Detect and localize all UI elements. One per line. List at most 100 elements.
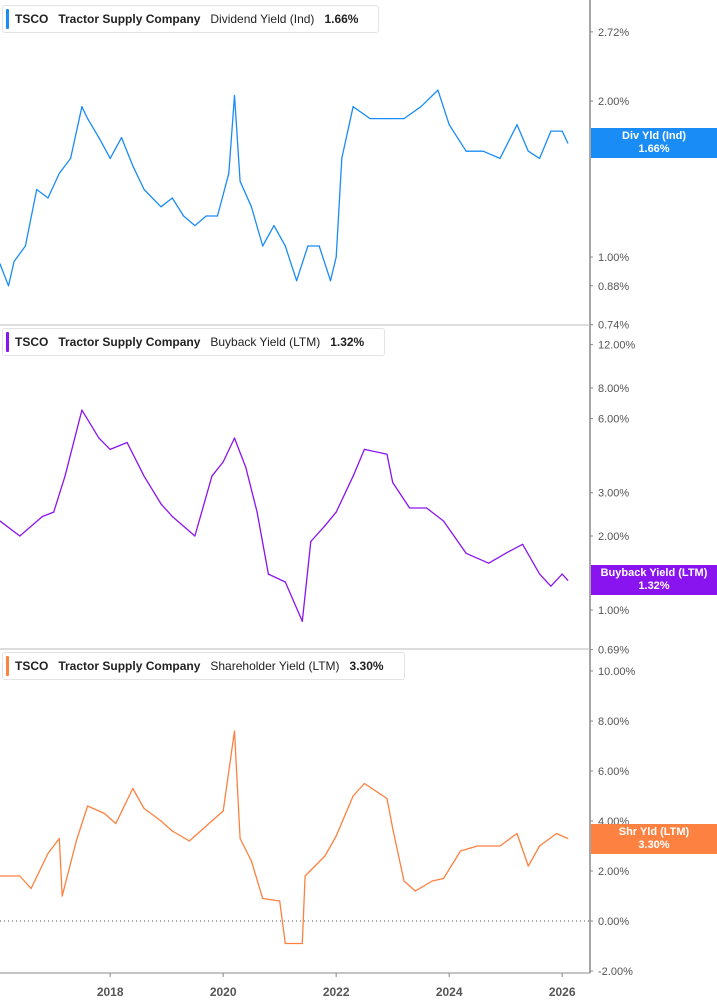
data-point xyxy=(352,475,354,477)
data-point xyxy=(171,830,173,832)
tag-value: 3.30% xyxy=(638,839,670,851)
x-tick-label: 2020 xyxy=(210,985,237,999)
data-point xyxy=(47,197,49,199)
data-point xyxy=(211,475,213,477)
data-point xyxy=(222,461,224,463)
data-point xyxy=(47,852,49,855)
series-line-3 xyxy=(0,730,569,945)
data-point xyxy=(160,503,162,505)
data-point xyxy=(425,507,428,509)
tag-value: 1.66% xyxy=(638,143,670,155)
data-point xyxy=(476,845,479,847)
legend-buyback-yield: TSCO Tractor Supply Company Buyback Yiel… xyxy=(2,328,386,356)
data-point xyxy=(75,840,77,842)
data-point xyxy=(13,260,15,263)
tag-label: Shr Yld (LTM) xyxy=(618,826,690,838)
data-point xyxy=(550,585,552,587)
data-point xyxy=(284,942,286,945)
x-tick-label: 2026 xyxy=(549,985,576,999)
legend-ticker: TSCO xyxy=(15,12,49,26)
data-point xyxy=(188,840,190,842)
data-point xyxy=(143,807,145,810)
y-tick-label: 12.00% xyxy=(598,340,636,352)
y-tick-label: 1.00% xyxy=(598,252,629,264)
data-point xyxy=(53,511,55,513)
data-point xyxy=(109,448,111,450)
series-color-marker xyxy=(6,332,9,352)
data-point xyxy=(143,188,145,191)
data-point xyxy=(527,865,529,867)
legend-metric: Dividend Yield (Ind) xyxy=(210,12,315,26)
data-point xyxy=(409,507,411,509)
data-point xyxy=(369,117,371,120)
y-tick-label: 10.00% xyxy=(598,666,636,678)
data-point xyxy=(132,165,134,167)
legend-metric: Buyback Yield (LTM) xyxy=(210,335,321,349)
data-point xyxy=(335,256,337,258)
data-point xyxy=(363,448,366,450)
data-point xyxy=(561,573,563,575)
data-point xyxy=(561,130,563,132)
data-point xyxy=(465,552,467,554)
data-point xyxy=(250,860,253,862)
data-point xyxy=(522,543,524,545)
data-point xyxy=(567,579,569,581)
data-point xyxy=(318,245,320,247)
data-point xyxy=(143,475,145,477)
data-point xyxy=(171,197,173,199)
data-point xyxy=(267,573,269,575)
data-point xyxy=(98,437,100,439)
data-point xyxy=(310,540,312,543)
data-point xyxy=(488,562,490,564)
data-point xyxy=(70,157,72,159)
legend-company: Tractor Supply Company xyxy=(58,335,201,349)
data-point xyxy=(448,124,450,126)
legend-value: 1.66% xyxy=(324,12,359,26)
data-point xyxy=(61,895,63,897)
data-point xyxy=(183,215,185,217)
data-point xyxy=(301,620,303,622)
legend-company: Tractor Supply Company xyxy=(58,12,201,26)
data-point xyxy=(538,573,541,575)
data-point xyxy=(233,730,236,732)
y-tick-label: 6.00% xyxy=(598,414,629,426)
legend-value: 1.32% xyxy=(330,335,365,349)
legend-company: Tractor Supply Company xyxy=(58,659,201,673)
last-value-tag-buyback: Buyback Yield (LTM) 1.32% xyxy=(591,565,717,595)
data-point xyxy=(538,845,541,847)
data-point xyxy=(403,117,405,120)
legend-ticker: TSCO xyxy=(15,335,49,349)
data-point xyxy=(0,875,1,877)
data-point xyxy=(335,511,337,513)
data-point xyxy=(431,880,433,882)
data-point xyxy=(205,825,207,827)
series-line-1 xyxy=(0,89,569,287)
data-point xyxy=(567,142,569,144)
tag-label: Div Yld (Ind) xyxy=(622,130,686,142)
data-point xyxy=(24,245,27,247)
data-point xyxy=(352,106,354,108)
data-point xyxy=(550,130,552,132)
data-point xyxy=(120,137,123,139)
data-point xyxy=(420,106,422,108)
series-color-marker xyxy=(6,656,9,676)
legend-metric: Shareholder Yield (LTM) xyxy=(210,659,340,673)
y-tick-label: 3.00% xyxy=(598,488,629,500)
data-point xyxy=(126,441,128,444)
series-color-marker xyxy=(6,9,9,29)
data-point xyxy=(307,245,309,247)
y-tick-label: 0.00% xyxy=(598,916,629,928)
data-point xyxy=(392,481,394,484)
data-point xyxy=(437,89,439,91)
data-point xyxy=(0,520,1,522)
data-point xyxy=(442,520,445,522)
y-tick-label: 2.00% xyxy=(598,866,629,878)
data-point xyxy=(482,150,484,152)
data-point xyxy=(262,897,264,900)
data-point xyxy=(301,942,303,945)
data-point xyxy=(324,855,326,857)
data-point xyxy=(414,890,416,892)
data-point xyxy=(386,117,388,120)
last-value-tag-dividend: Div Yld (Ind) 1.66% xyxy=(591,128,717,158)
